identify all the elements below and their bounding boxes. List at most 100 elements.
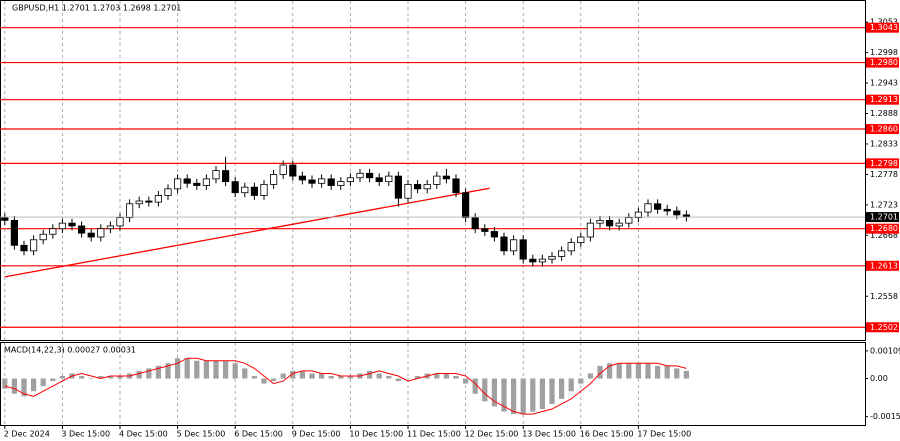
macd-bar [290, 370, 296, 379]
macd-bar [251, 376, 257, 379]
macd-bar [107, 376, 113, 379]
level-label-bg [866, 22, 899, 33]
macd-bar [242, 368, 248, 379]
candle-body [519, 239, 527, 260]
macd-bar [271, 378, 277, 382]
candle-body [654, 203, 662, 210]
macd-bar [482, 378, 488, 402]
candle-body [87, 232, 95, 238]
macd-header: MACD(14,22,3) 0.00027 0.00031 [4, 346, 136, 355]
current-price-bg [866, 212, 899, 223]
candle-body [231, 181, 239, 194]
macd-bar [50, 378, 56, 382]
macd-bar [578, 378, 584, 384]
candle-body [577, 236, 585, 243]
macd-bar [59, 376, 65, 379]
candle-body [154, 195, 162, 203]
macd-bar [386, 376, 392, 379]
macd-bar [597, 365, 603, 379]
candle-body [202, 178, 210, 186]
x-tick-label: 16 Dec 15:00 [580, 430, 634, 439]
candle-body [625, 217, 633, 224]
level-label-bg [866, 57, 899, 68]
candle-body [116, 217, 124, 227]
candle-body [317, 178, 326, 184]
level-label-bg [866, 124, 899, 135]
macd-bar [299, 370, 305, 379]
macd-bar [655, 365, 661, 379]
level-label-bg [866, 158, 899, 169]
candle-body [442, 175, 451, 180]
x-tick-label: 2 Dec 2024 [4, 430, 50, 439]
candle-body [500, 236, 508, 252]
macd-bar [146, 368, 152, 379]
x-tick-label: 9 Dec 15:00 [292, 430, 341, 439]
candle-body [97, 228, 105, 238]
candle-body [145, 200, 153, 203]
macd-frame [0, 342, 866, 426]
y-tick-label: 0.00109 [870, 346, 900, 355]
macd-bar [328, 376, 334, 379]
candle-body [558, 250, 566, 257]
x-tick-label: 13 Dec 15:00 [522, 430, 576, 439]
y-tick-label: 1.2998 [870, 48, 898, 57]
candle-body [241, 186, 249, 194]
macd-signal [4, 357, 687, 415]
candle-body [490, 231, 499, 238]
level-label-bg [866, 94, 899, 105]
macd-bar [530, 378, 536, 412]
macd-bar [539, 378, 545, 410]
level-label: 1.2913 [870, 95, 898, 104]
candle-body [606, 219, 614, 227]
macd-bar [309, 373, 315, 379]
candle-body [20, 244, 28, 252]
candle-body [356, 172, 364, 179]
macd-bar [261, 378, 267, 384]
y-tick-label: 1.2943 [870, 79, 898, 88]
y-tick-label: 1.2723 [870, 200, 898, 209]
macd-bar [453, 376, 459, 379]
macd-bar [472, 378, 478, 394]
macd-bar [367, 370, 373, 379]
macd-bar [175, 358, 181, 379]
x-tick-label: 17 Dec 15:00 [637, 430, 691, 439]
candle-body [126, 203, 134, 219]
candle-body [452, 178, 460, 194]
level-label-bg [866, 260, 899, 271]
y-tick-label: 1.2558 [870, 292, 898, 301]
macd-bar [280, 373, 286, 379]
macd-bar [405, 378, 411, 380]
macd-bar [559, 378, 565, 399]
candle-body [375, 177, 383, 183]
candle-body [509, 239, 518, 252]
candle-body [615, 222, 623, 227]
macd-bar [587, 373, 593, 379]
macd-bar [88, 378, 94, 380]
y-tick-label: 1.2888 [870, 109, 898, 118]
candle-body [49, 228, 57, 235]
macd-bar [376, 373, 382, 379]
candle-body [663, 208, 671, 212]
macd-bar [443, 373, 449, 379]
macd-bar [232, 363, 238, 379]
macd-bar [645, 363, 651, 379]
candle-body [68, 222, 76, 227]
candle-body [327, 178, 335, 186]
x-tick-label: 5 Dec 15:00 [177, 430, 226, 439]
macd-bar [568, 378, 574, 392]
level-label-bg [866, 322, 899, 333]
trend-line [4, 187, 490, 278]
candle-body [529, 258, 537, 263]
candle-body [481, 228, 489, 232]
candle-body [673, 210, 681, 216]
candle-body [10, 219, 18, 246]
macd-bar [511, 378, 517, 415]
candle-body [413, 183, 422, 190]
candle-body [433, 175, 441, 185]
candle-body [346, 177, 355, 183]
candle-body [183, 178, 191, 184]
candle-body [337, 181, 345, 186]
current-price-label: 1.2701 [870, 213, 898, 222]
macd-bar [607, 363, 613, 379]
